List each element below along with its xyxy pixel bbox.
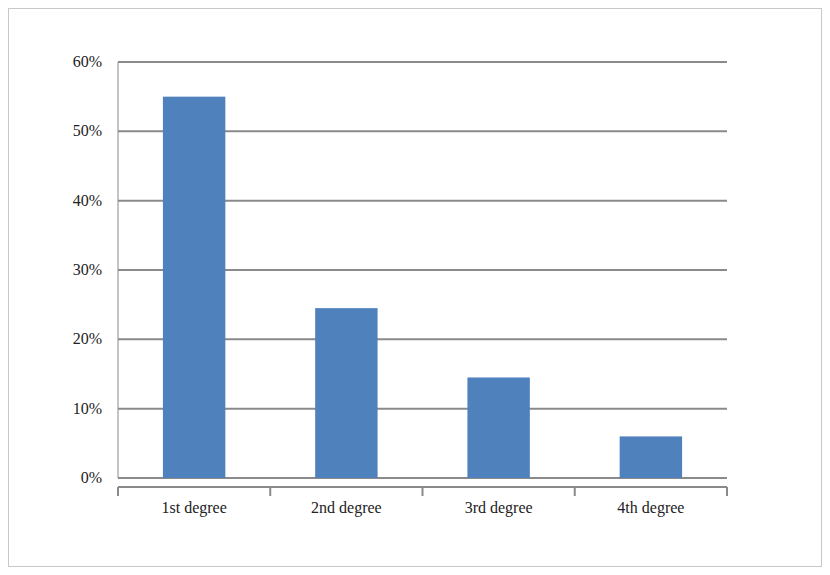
y-tick-label: 20% bbox=[73, 330, 102, 347]
y-tick-label: 0% bbox=[81, 469, 102, 486]
x-tick bbox=[422, 487, 424, 496]
y-tick-label: 40% bbox=[73, 192, 102, 209]
grid-line bbox=[118, 61, 727, 63]
bar bbox=[315, 308, 377, 478]
x-tick-label: 2nd degree bbox=[311, 499, 382, 517]
x-tick bbox=[117, 487, 119, 496]
bar bbox=[620, 436, 682, 478]
y-tick-label: 60% bbox=[73, 53, 102, 70]
bar bbox=[467, 377, 529, 478]
y-tick-label: 10% bbox=[73, 400, 102, 417]
x-tick-label: 1st degree bbox=[161, 499, 226, 517]
x-tick bbox=[269, 487, 271, 496]
chart: 0% 10% 20% 30% 40% 50% 60% 1st degree 2nd degree… bbox=[0, 0, 830, 575]
x-tick-label: 4th degree bbox=[617, 499, 684, 517]
y-axis-line bbox=[118, 62, 119, 478]
y-axis: 0% 10% 20% 30% 40% 50% 60% bbox=[73, 53, 102, 486]
x-tick bbox=[574, 487, 576, 496]
x-tick bbox=[726, 487, 728, 496]
bar bbox=[163, 97, 225, 478]
y-tick-label: 30% bbox=[73, 261, 102, 278]
grid bbox=[118, 62, 727, 478]
bars bbox=[163, 97, 682, 478]
x-axis: 1st degree 2nd degree 3rd degree 4th degree bbox=[118, 487, 727, 517]
chart-frame bbox=[9, 9, 822, 567]
x-tick-label: 3rd degree bbox=[465, 499, 533, 517]
y-tick-label: 50% bbox=[73, 122, 102, 139]
